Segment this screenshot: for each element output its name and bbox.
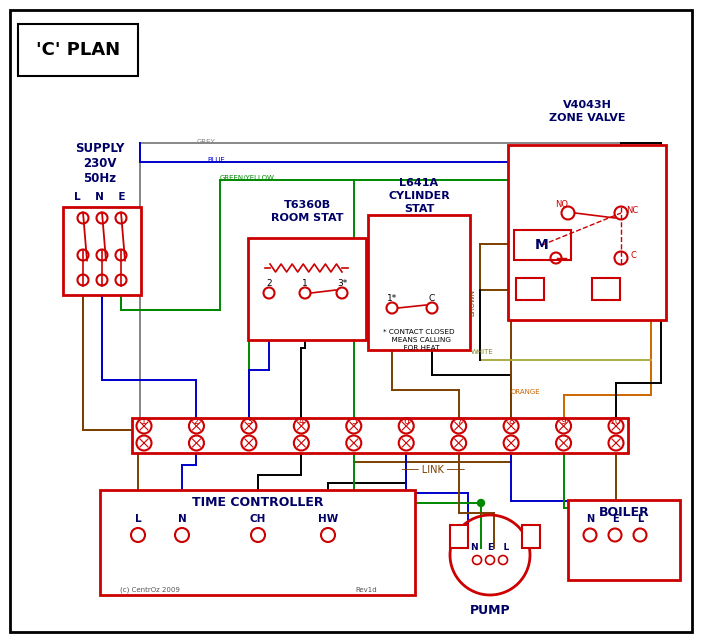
Text: L: L [637, 514, 643, 524]
Text: CYLINDER: CYLINDER [388, 191, 450, 201]
Text: 6: 6 [404, 417, 409, 426]
Bar [248, 238, 366, 340]
Text: 3*: 3* [337, 278, 347, 288]
Text: 10: 10 [610, 417, 622, 426]
Text: 8: 8 [508, 417, 514, 426]
Text: NO: NO [555, 199, 569, 208]
Text: PUMP: PUMP [470, 603, 510, 617]
Text: M: M [535, 238, 549, 252]
Text: 2: 2 [266, 278, 272, 288]
Text: E: E [611, 514, 618, 524]
Text: 1: 1 [141, 417, 147, 426]
Text: TIME CONTROLLER: TIME CONTROLLER [192, 497, 323, 510]
Text: HW: HW [318, 514, 338, 524]
Text: N   E   L: N E L [471, 544, 509, 553]
Text: ROOM STAT: ROOM STAT [271, 213, 343, 223]
Text: C: C [630, 251, 636, 260]
Text: 9: 9 [561, 417, 567, 426]
Text: 'C' PLAN: 'C' PLAN [36, 41, 120, 59]
Text: 1: 1 [302, 278, 308, 288]
Text: * CONTACT CLOSED
  MEANS CALLING
  FOR HEAT: * CONTACT CLOSED MEANS CALLING FOR HEAT [383, 329, 455, 351]
Circle shape [477, 499, 484, 506]
Bar [522, 525, 540, 548]
Bar [63, 207, 141, 295]
Text: L: L [135, 514, 141, 524]
Bar [516, 278, 544, 300]
Bar [132, 418, 628, 453]
Text: BOILER: BOILER [599, 506, 649, 519]
Text: WHITE: WHITE [471, 349, 494, 355]
Text: BLUE: BLUE [207, 157, 225, 163]
Text: 7: 7 [456, 417, 461, 426]
Bar [368, 215, 470, 350]
Bar [568, 500, 680, 580]
Bar [100, 490, 415, 595]
Text: BROWN: BROWN [469, 288, 475, 315]
Text: 4: 4 [298, 417, 304, 426]
Text: Rev1d: Rev1d [355, 587, 377, 593]
Text: L    N    E: L N E [74, 192, 126, 202]
Text: N: N [178, 514, 186, 524]
Bar [450, 525, 468, 548]
Text: GREY: GREY [197, 139, 216, 145]
Text: 1*: 1* [387, 294, 397, 303]
Text: (c) CentrOz 2009: (c) CentrOz 2009 [120, 587, 180, 594]
Bar [18, 24, 138, 76]
Text: ORANGE: ORANGE [511, 389, 541, 395]
Text: ─── LINK ───: ─── LINK ─── [401, 465, 464, 475]
Text: T6360B: T6360B [284, 200, 331, 210]
Text: L641A: L641A [399, 178, 439, 188]
Text: V4043H: V4043H [562, 100, 611, 110]
Text: N: N [586, 514, 594, 524]
Text: 230V: 230V [84, 156, 117, 169]
Text: 5: 5 [351, 417, 357, 426]
Text: 2: 2 [194, 417, 199, 426]
Text: GREEN/YELLOW: GREEN/YELLOW [220, 175, 275, 181]
Bar [592, 278, 620, 300]
Bar [508, 145, 666, 320]
Text: ZONE VALVE: ZONE VALVE [549, 113, 625, 123]
Text: STAT: STAT [404, 204, 435, 214]
Bar [514, 230, 571, 260]
Text: 3: 3 [246, 417, 252, 426]
Text: SUPPLY: SUPPLY [75, 142, 125, 154]
Text: CH: CH [250, 514, 266, 524]
Text: NC: NC [626, 206, 638, 215]
Text: 50Hz: 50Hz [84, 172, 117, 185]
Text: C: C [429, 294, 435, 303]
